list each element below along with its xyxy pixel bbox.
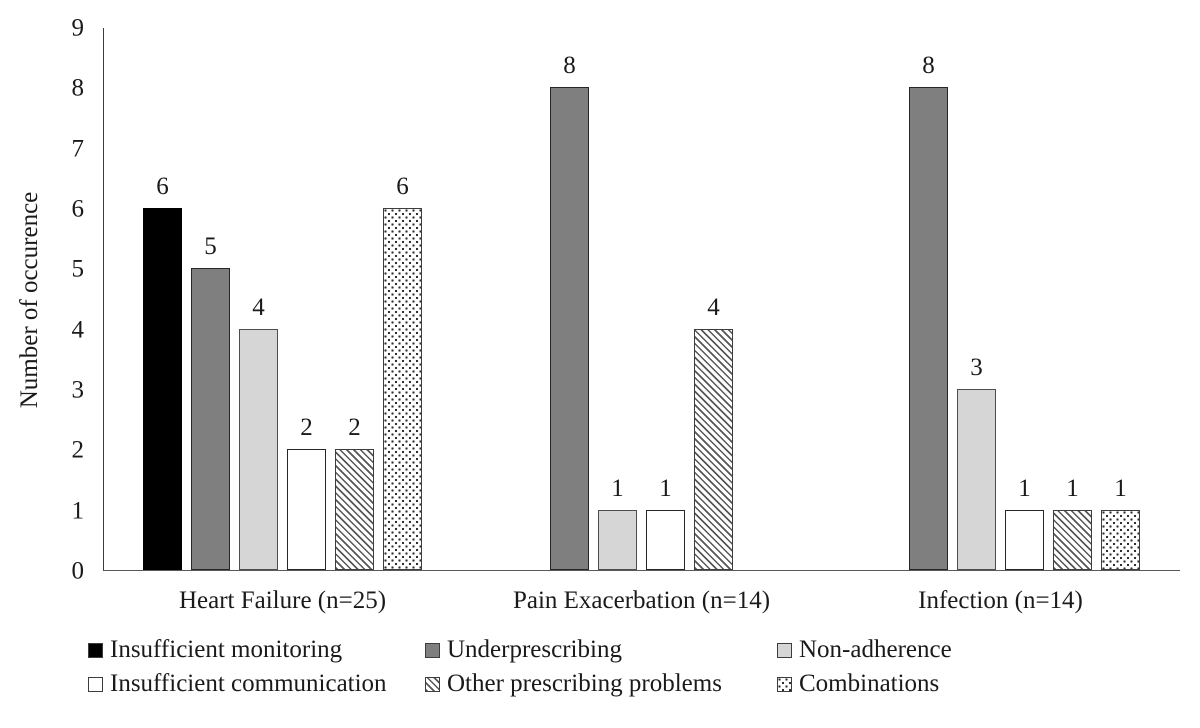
bar-value-label: 2 bbox=[348, 414, 361, 442]
legend-label: Underprescribing bbox=[447, 636, 622, 663]
y-tick-label: 2 bbox=[71, 436, 85, 464]
x-category-label: Infection (n=14) bbox=[918, 587, 1083, 614]
legend-swatch-dotted-grid-icon bbox=[777, 676, 792, 692]
legend-label: Insufficient monitoring bbox=[110, 636, 343, 663]
legend-label: Non-adherence bbox=[799, 636, 952, 663]
y-tick-label: 7 bbox=[71, 135, 85, 163]
bar-underprescribing bbox=[550, 87, 589, 570]
bar-value-label: 1 bbox=[1018, 474, 1031, 502]
y-tick-label: 6 bbox=[71, 195, 85, 223]
plot-area: 0 1 2 3 4 5 6 7 8 9 Heart Failure (n=25) 6 5 4 2 2 6 Pain… bbox=[72, 16, 1180, 614]
bar-value-label: 6 bbox=[396, 173, 409, 200]
bar-insufficient-communication bbox=[287, 449, 326, 570]
bar-value-label: 3 bbox=[970, 354, 983, 381]
legend-item-combinations: Combinations bbox=[777, 670, 952, 698]
x-category-label: Heart Failure (n=25) bbox=[178, 587, 387, 614]
y-tick-label: 9 bbox=[71, 14, 85, 42]
bar-combinations bbox=[383, 208, 422, 570]
bar-combinations bbox=[1101, 509, 1140, 570]
legend-item-insufficient-communication: Insufficient communication bbox=[88, 670, 425, 698]
legend-label: Combinations bbox=[799, 670, 940, 698]
legend-swatch-solid-black-icon bbox=[88, 642, 103, 658]
legend-item-other-prescribing-problems: Other prescribing problems bbox=[425, 670, 777, 698]
legend-item-underprescribing: Underprescribing bbox=[425, 636, 777, 663]
bar-other-prescribing-problems bbox=[694, 328, 733, 570]
bar-value-label: 8 bbox=[922, 52, 935, 80]
legend-swatch-solid-lightgray-icon bbox=[777, 642, 792, 658]
y-tick-label: 8 bbox=[71, 74, 85, 102]
category-group-pain-exacerbation-n-14: Pain Exacerbation (n=14) 8 1 1 4 bbox=[502, 28, 781, 614]
bar-insufficient-communication bbox=[1005, 509, 1044, 570]
bar-underprescribing bbox=[909, 87, 948, 570]
y-tick-label: 3 bbox=[71, 376, 85, 404]
bar-value-label: 5 bbox=[204, 233, 217, 261]
bar-non-adherence bbox=[239, 328, 278, 570]
bar-value-label: 4 bbox=[252, 293, 265, 321]
y-tick-label: 4 bbox=[71, 316, 85, 344]
y-tick-label: 5 bbox=[71, 255, 85, 283]
bar-non-adherence bbox=[598, 509, 637, 570]
y-tick-label: 0 bbox=[71, 557, 85, 585]
bar-value-label: 4 bbox=[707, 293, 720, 321]
legend-item-non-adherence: Non-adherence bbox=[777, 636, 952, 663]
y-axis-title: Number of occurence bbox=[16, 191, 43, 409]
bar-value-label: 6 bbox=[156, 173, 169, 200]
bar-value-label: 2 bbox=[300, 414, 313, 442]
bar-value-label: 1 bbox=[1066, 474, 1079, 502]
category-group-infection-n-14: Infection (n=14) 8 3 1 1 1 bbox=[861, 28, 1140, 614]
legend-label: Insufficient communication bbox=[110, 670, 387, 698]
legend-swatch-solid-white-icon bbox=[88, 676, 103, 692]
legend: Insufficient monitoring Underprescribing N… bbox=[88, 636, 952, 698]
legend-label: Other prescribing problems bbox=[447, 670, 722, 698]
y-tick-label: 1 bbox=[71, 497, 85, 525]
bar-value-label: 1 bbox=[659, 474, 672, 502]
x-category-label: Pain Exacerbation (n=14) bbox=[512, 587, 771, 614]
bar-insufficient-communication bbox=[646, 509, 685, 570]
legend-swatch-solid-darkgray-icon bbox=[425, 642, 440, 658]
bar-value-label: 1 bbox=[1114, 474, 1127, 502]
bar-underprescribing bbox=[191, 268, 230, 570]
bar-other-prescribing-problems bbox=[1053, 509, 1092, 570]
bar-value-label: 8 bbox=[563, 52, 576, 80]
bar-other-prescribing-problems bbox=[335, 449, 374, 570]
category-group-heart-failure-n-25: Heart Failure (n=25) 6 5 4 2 2 6 bbox=[143, 28, 422, 614]
legend-swatch-diagonal-hatch-icon bbox=[425, 676, 440, 692]
legend-item-insufficient-monitoring: Insufficient monitoring bbox=[88, 636, 425, 663]
bar-insufficient-monitoring bbox=[143, 208, 182, 570]
bar-non-adherence bbox=[957, 389, 996, 570]
bar-value-label: 1 bbox=[611, 474, 624, 502]
